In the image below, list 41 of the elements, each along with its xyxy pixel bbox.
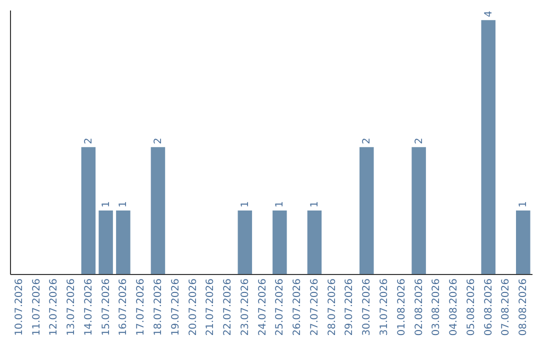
x-tick-label: 18.07.2026 [152, 278, 164, 336]
x-tick-label: 08.08.2026 [518, 278, 530, 336]
data-label: 2 [362, 138, 373, 144]
x-tick-label: 22.07.2026 [222, 278, 234, 336]
x-tick-label: 17.07.2026 [136, 278, 147, 336]
x-tick-label: 05.08.2026 [466, 278, 477, 336]
data-label: 2 [83, 138, 94, 144]
x-tick-label: 01.08.2026 [396, 278, 408, 336]
x-tick-label: 02.08.2026 [414, 278, 425, 336]
data-label: 1 [274, 201, 286, 208]
x-tick-label: 19.07.2026 [170, 278, 182, 336]
data-label: 1 [309, 201, 320, 208]
x-tick-label: 25.07.2026 [274, 278, 286, 336]
x-tick-label: 06.08.2026 [483, 278, 494, 336]
x-tick-label: 27.07.2026 [309, 278, 320, 336]
data-label: 1 [118, 201, 130, 208]
x-tick-label: 14.07.2026 [83, 278, 94, 336]
x-tick-label: 03.08.2026 [431, 278, 442, 336]
x-tick-label: 16.07.2026 [118, 278, 130, 336]
x-tick-label: 24.07.2026 [257, 278, 268, 336]
data-label: 2 [152, 138, 164, 144]
x-tick-label: 10.07.2026 [14, 278, 25, 336]
x-tick-label: 31.07.2026 [379, 278, 390, 336]
data-label: 2 [414, 138, 425, 144]
x-tick-label: 21.07.2026 [205, 278, 216, 336]
data-label: 4 [483, 10, 494, 18]
x-tick-label: 11.07.2026 [31, 278, 42, 336]
x-tick-label: 29.07.2026 [344, 278, 356, 336]
x-tick-label: 15.07.2026 [100, 278, 112, 336]
x-tick-label: 20.07.2026 [188, 278, 199, 336]
x-tick-label: 28.07.2026 [326, 278, 338, 336]
data-label: 1 [100, 201, 112, 208]
x-tick-label: 26.07.2026 [292, 278, 304, 336]
data-label: 1 [240, 201, 251, 208]
data-label: 1 [518, 201, 530, 208]
x-tick-label: 30.07.2026 [362, 278, 373, 336]
x-tick-label: 23.07.2026 [240, 278, 251, 336]
x-tick-label: 04.08.2026 [448, 278, 460, 336]
x-tick-label: 12.07.2026 [48, 278, 60, 336]
x-tick-label: 13.07.2026 [66, 278, 78, 336]
x-tick-label: 07.08.2026 [500, 278, 512, 336]
